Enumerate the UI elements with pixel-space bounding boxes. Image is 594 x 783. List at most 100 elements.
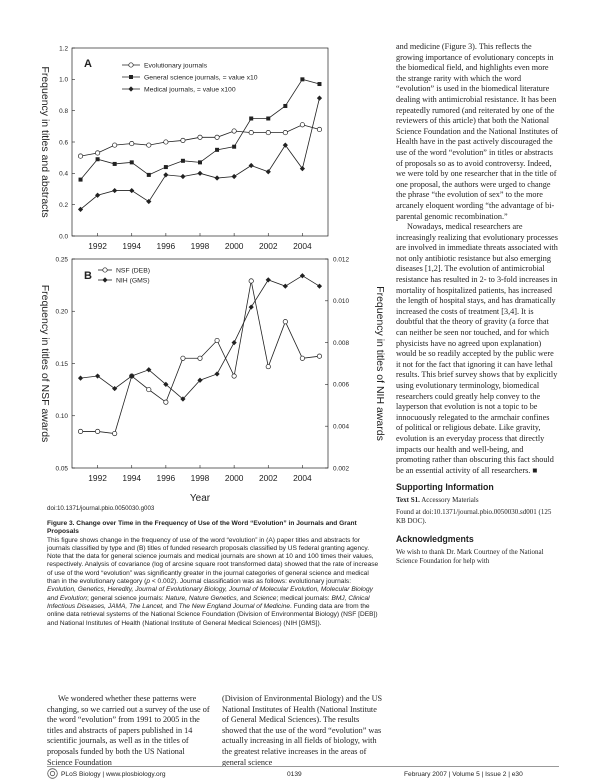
panel-b-data-point <box>248 304 254 310</box>
supporting-info-heading: Supporting Information <box>396 482 494 493</box>
panel-a-data-point <box>282 142 288 148</box>
panel-a-x-tick-label: 1994 <box>122 241 141 251</box>
panel-b-letter: B <box>84 270 92 282</box>
panel-a-y-tick-label: 0.0 <box>59 233 68 240</box>
panel-b-data-point <box>146 387 152 393</box>
panel-a-data-point <box>112 161 117 166</box>
caption-p-stat: p <box>146 578 151 586</box>
panel-b-data-point <box>282 283 288 289</box>
panel-b-y2-tick-label: 0.002 <box>333 465 349 472</box>
panel-b-x-tick-label: 1994 <box>122 473 141 483</box>
panel-a-data-point <box>163 165 168 170</box>
panel-a-data-point <box>95 157 100 162</box>
panel-a-data-point <box>265 169 271 175</box>
panel-a-data-point <box>299 122 305 128</box>
panel-a-data-point <box>112 142 118 148</box>
panel-b-y-tick-label: 0.05 <box>56 465 69 472</box>
panel-a-data-point <box>214 134 220 140</box>
panel-b-data-point <box>180 355 186 361</box>
figure-caption: Figure 3. Change over Time in the Freque… <box>47 520 379 628</box>
panel-b-y-tick-label: 0.15 <box>56 361 69 368</box>
panel-b-legend-marker <box>102 267 108 273</box>
plos-logo-icon <box>47 768 58 779</box>
panel-b-data-point <box>95 428 101 434</box>
panel-a-data-point <box>266 116 271 121</box>
panel-b-y2-tick-label: 0.006 <box>333 382 349 389</box>
panel-b-legend-label: NSF (DEB) <box>116 267 150 274</box>
figure-doi: doi:10.1371/journal.pbio.0050030.g003 <box>47 505 155 512</box>
acknowledgments-text: We wish to thank Dr. Mark Courtney of th… <box>396 547 544 565</box>
panel-a-data-point <box>300 77 305 82</box>
panel-a-data-point <box>180 173 186 180</box>
body-paragraph: Nowadays, medical researchers are increa… <box>396 222 558 475</box>
panel-a-data-point <box>214 175 220 181</box>
panel-a-data-point <box>163 172 169 178</box>
x-axis-label: Year <box>190 493 211 504</box>
panel-b-data-point <box>197 355 203 361</box>
panel-b-legend-label: NIH (GMS) <box>116 277 150 284</box>
panel-b-data-point <box>214 337 220 344</box>
panel-a-x-tick-label: 1992 <box>88 241 107 251</box>
panel-a-data-point <box>163 139 169 145</box>
panel-a-data-point <box>249 116 254 121</box>
panel-b-data-point <box>231 373 237 379</box>
panel-a-x-tick-label: 2000 <box>225 241 244 251</box>
caption-text-5: ; medical journals: <box>276 594 332 602</box>
caption-text-4: and <box>238 594 254 602</box>
text-s1-title: Accessory Materials <box>419 495 479 504</box>
caption-text-1: This figure shows change in the frequenc… <box>47 536 379 586</box>
panel-a-x-tick-label: 1998 <box>191 241 210 251</box>
body-paragraph-col1: We wondered whether these patterns were … <box>47 694 210 767</box>
panel-b-data-point <box>112 430 118 437</box>
panel-b-x-tick-label: 1992 <box>88 473 107 483</box>
panel-a-data-point <box>231 173 237 180</box>
panel-a-legend-marker <box>128 86 134 92</box>
caption-med-journals-2: The New England Journal of Medicine <box>178 602 291 610</box>
panel-a-data-point <box>78 177 83 182</box>
panel-a-data-point <box>180 137 186 143</box>
panel-a-x-tick-label: 2002 <box>259 241 278 251</box>
panel-a-data-point <box>317 82 322 87</box>
panel-b-data-point <box>197 377 203 383</box>
footer-journal[interactable]: PLoS Biology | www.plosbiology.org <box>61 771 166 778</box>
caption-text-2: < 0.002). Journal classification was as … <box>150 578 352 586</box>
panel-a-series-line <box>80 98 320 210</box>
caption-evo-journals: Evolution, Genetics, Heredity, Journal o… <box>47 586 373 602</box>
panel-b-data-point <box>146 367 152 373</box>
panel-a-legend-marker <box>128 62 134 68</box>
panel-a-data-point <box>316 95 323 101</box>
panel-a-y-tick-label: 0.6 <box>59 139 68 146</box>
panel-a-legend-label: General science journals, = value x10 <box>144 74 258 81</box>
panel-b-y2-tick-label: 0.010 <box>333 298 349 305</box>
panel-a-data-point <box>146 172 151 177</box>
panel-a-data-point <box>95 192 101 198</box>
panel-b-data-point <box>129 373 135 379</box>
panel-a-data-point <box>232 144 237 149</box>
panel-a-data-point <box>146 198 152 205</box>
panel-a-x-tick-label: 1996 <box>157 241 176 251</box>
panel-a-data-point <box>146 142 152 148</box>
panel-a-data-point <box>129 160 134 165</box>
text-s1-link[interactable]: Found at doi:10.1371/journal.pbio.005003… <box>396 507 552 525</box>
caption-gen-journals: Nature, Nature Genetics, <box>165 594 239 602</box>
panel-a-data-point <box>129 187 135 194</box>
panel-a-y-tick-label: 1.0 <box>59 77 68 84</box>
panel-a-legend-label: Medical journals, = value x100 <box>144 86 236 93</box>
panel-a-legend-label: Evolutionary journals <box>144 62 208 69</box>
panel-b-data-point <box>316 283 323 289</box>
panel-b-data-point <box>265 364 271 370</box>
panel-b-y2-tick-label: 0.004 <box>333 424 349 431</box>
panel-a-y-tick-label: 0.4 <box>59 171 68 178</box>
panel-b-y2-axis-label: Frequency in titles of NIH awards <box>374 286 386 441</box>
caption-text-7: . Funding data are from the online data … <box>47 602 378 627</box>
panel-a-legend-marker <box>129 75 133 79</box>
panel-a-data-point <box>77 153 84 159</box>
caption-title: Figure 3. Change over Time in the Freque… <box>47 520 357 536</box>
body-paragraph: and medicine (Figure 3). This reflects t… <box>396 42 558 221</box>
panel-b-legend-marker <box>102 277 108 283</box>
panel-b-data-point <box>112 385 118 392</box>
panel-a-y-tick-label: 0.2 <box>59 202 68 209</box>
panel-b-data-point <box>299 355 305 361</box>
panel-a-x-tick-label: 2004 <box>293 241 312 251</box>
panel-b-y-tick-label: 0.20 <box>56 309 69 316</box>
